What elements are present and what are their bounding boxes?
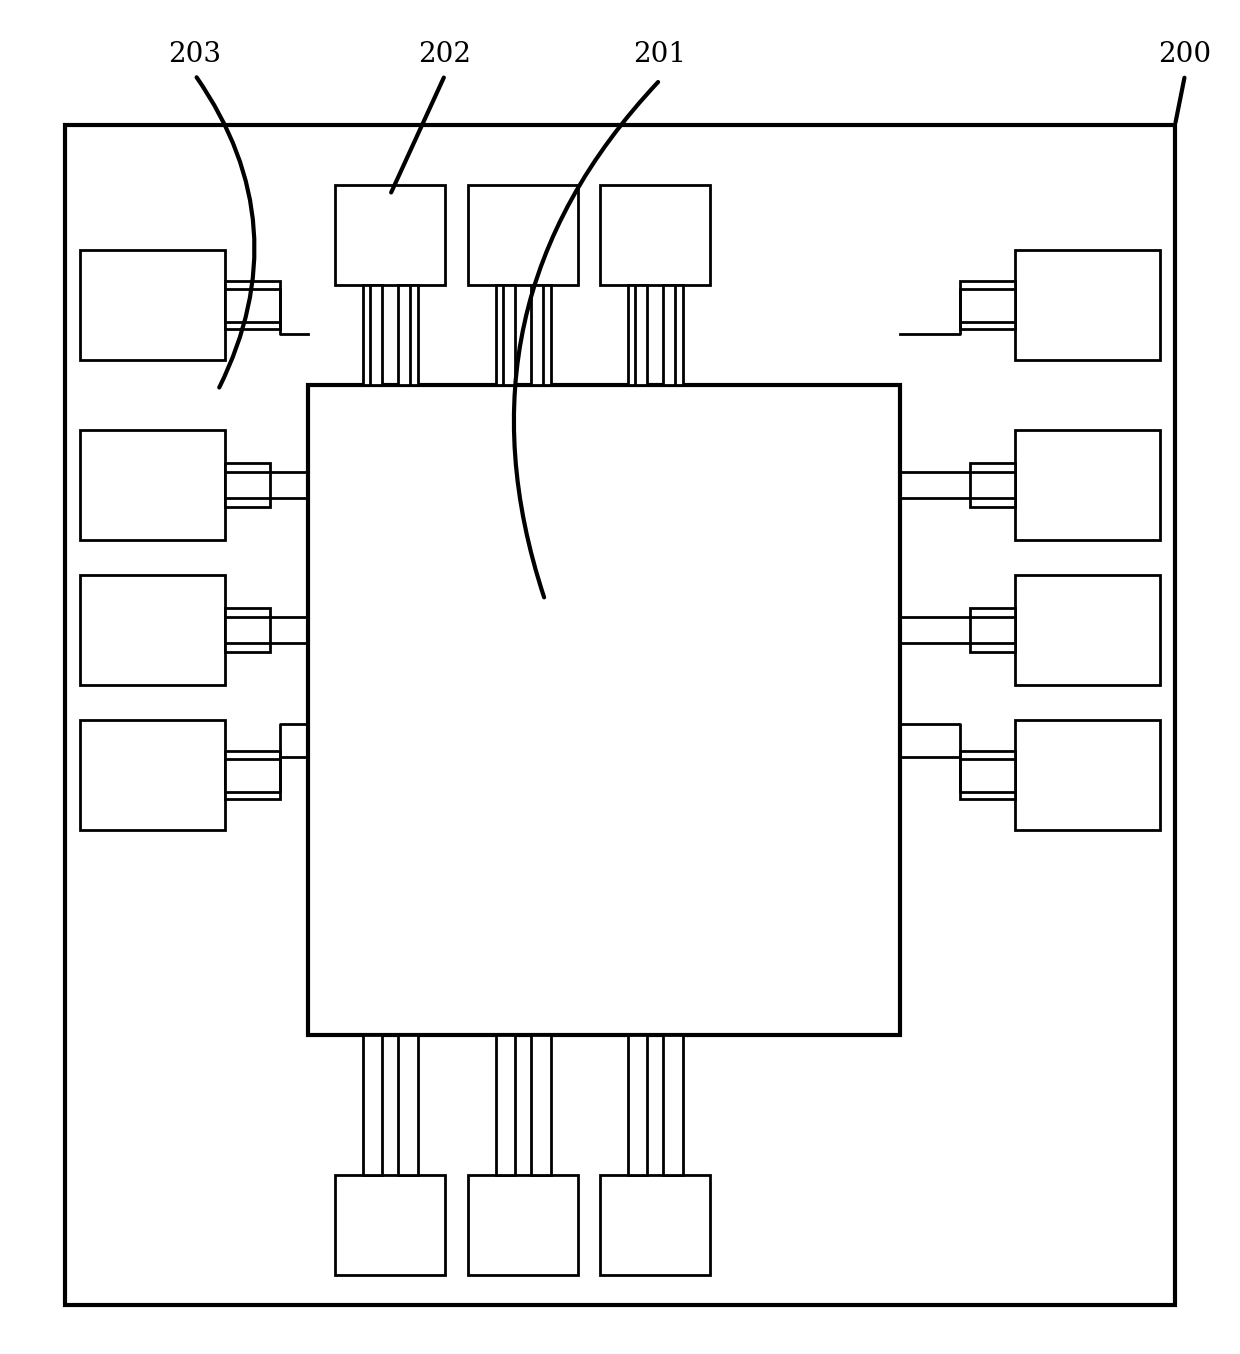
Bar: [600, 185, 711, 284]
Bar: [1016, 250, 1159, 360]
Bar: [335, 1175, 445, 1275]
Bar: [362, 284, 382, 385]
Bar: [224, 751, 280, 799]
Bar: [81, 575, 224, 685]
Bar: [662, 1034, 682, 1175]
Text: 202: 202: [419, 42, 471, 69]
Bar: [362, 1034, 382, 1175]
Bar: [627, 1034, 647, 1175]
Bar: [398, 1034, 418, 1175]
Bar: [224, 463, 270, 506]
Bar: [531, 1034, 551, 1175]
Bar: [960, 751, 1016, 799]
Bar: [81, 250, 224, 360]
Bar: [531, 284, 551, 385]
Bar: [496, 284, 516, 385]
Bar: [81, 720, 224, 830]
Bar: [81, 431, 224, 540]
Bar: [627, 284, 647, 385]
Bar: [398, 284, 418, 385]
Bar: [335, 185, 445, 284]
Bar: [224, 280, 280, 329]
Text: 201: 201: [634, 42, 687, 69]
Bar: [600, 1175, 711, 1275]
Bar: [467, 1175, 578, 1275]
Bar: [496, 1034, 516, 1175]
Bar: [1016, 431, 1159, 540]
Bar: [960, 280, 1016, 329]
Bar: [308, 385, 900, 1034]
Bar: [1016, 575, 1159, 685]
Bar: [64, 125, 1176, 1305]
Text: 203: 203: [169, 42, 222, 69]
Bar: [662, 284, 682, 385]
Bar: [1016, 720, 1159, 830]
Bar: [467, 185, 578, 284]
Text: 200: 200: [1158, 42, 1211, 69]
Bar: [970, 608, 1016, 653]
Bar: [224, 608, 270, 653]
Bar: [970, 463, 1016, 506]
